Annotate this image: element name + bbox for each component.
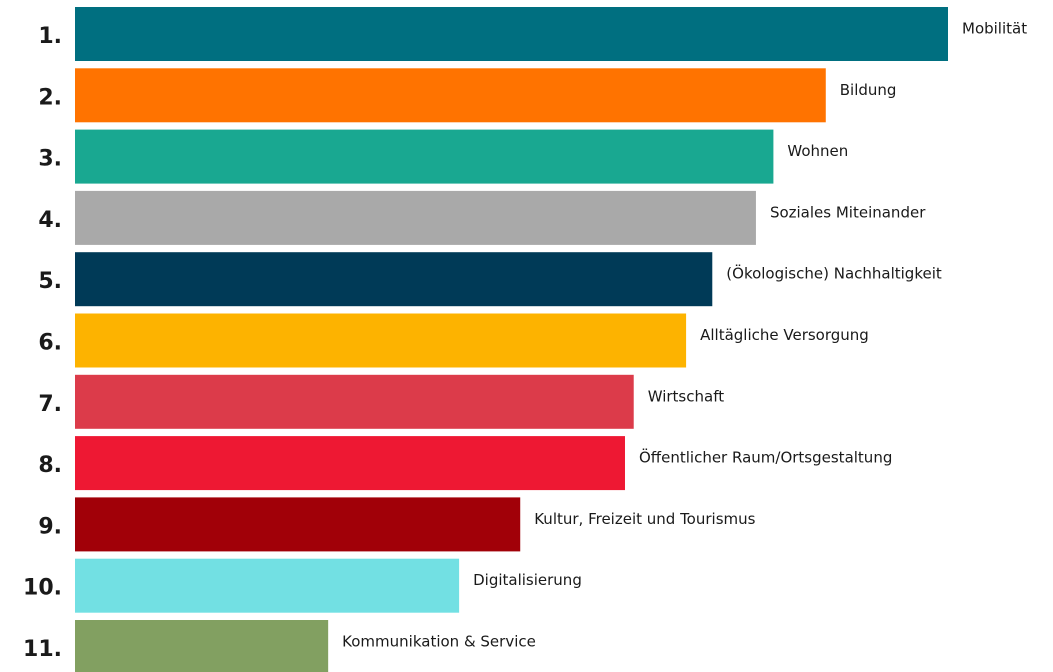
bar <box>75 313 687 368</box>
rank-label: 8. <box>38 453 62 478</box>
bar <box>75 129 774 184</box>
category-label: Alltägliche Versorgung <box>700 326 869 344</box>
rank-label: 3. <box>38 147 62 172</box>
bar <box>75 558 460 613</box>
rank-label: 11. <box>23 637 62 662</box>
category-label: Öffentlicher Raum/Ortsgestaltung <box>639 448 892 467</box>
category-label: Kultur, Freizeit und Tourismus <box>534 510 755 528</box>
rank-label: 9. <box>38 514 62 539</box>
category-label: Wohnen <box>787 142 848 160</box>
bar <box>75 497 521 552</box>
rank-label: 1. <box>38 24 62 49</box>
bar <box>75 374 634 429</box>
bar <box>75 436 625 491</box>
bar <box>75 190 756 245</box>
category-label: Mobilität <box>962 20 1027 38</box>
category-label: Soziales Miteinander <box>770 203 926 221</box>
bar <box>75 7 948 61</box>
category-label: Wirtschaft <box>648 387 724 405</box>
bar <box>75 252 713 307</box>
category-label: Kommunikation & Service <box>342 633 536 651</box>
rank-label: 10. <box>23 576 62 601</box>
rank-label: 7. <box>38 392 62 417</box>
rank-label: 5. <box>38 269 62 294</box>
category-label: Digitalisierung <box>473 571 582 589</box>
rank-label: 4. <box>38 208 62 233</box>
rank-label: 2. <box>38 85 62 110</box>
category-label: (Ökologische) Nachhaltigkeit <box>726 264 942 283</box>
category-label: Bildung <box>840 81 897 99</box>
bar <box>75 68 826 123</box>
rank-label: 6. <box>38 331 62 356</box>
bar <box>75 620 329 672</box>
